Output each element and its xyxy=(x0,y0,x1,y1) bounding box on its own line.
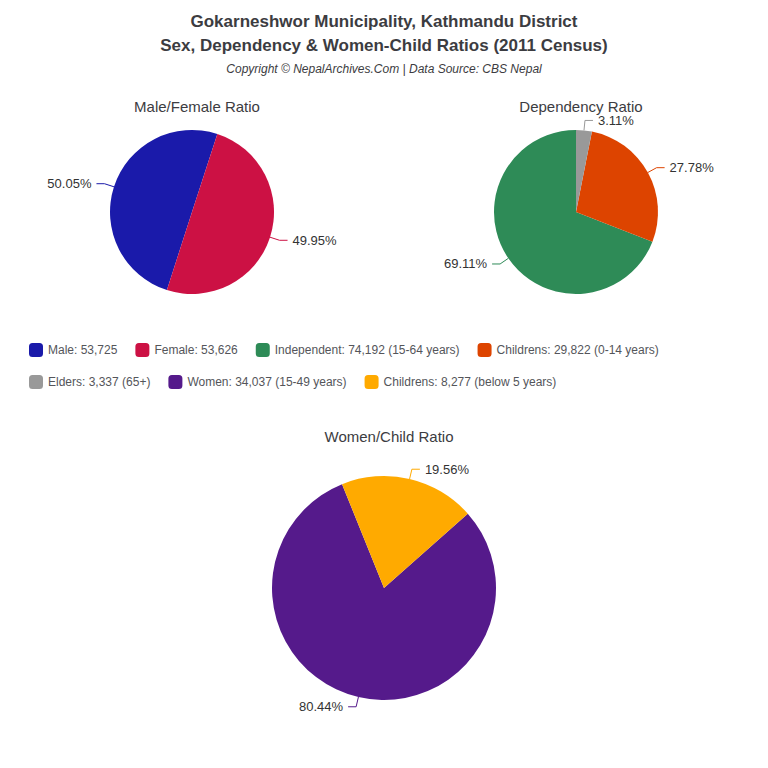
svg-text:27.78%: 27.78% xyxy=(670,160,715,175)
svg-text:Women: 34,037 (15-49 years): Women: 34,037 (15-49 years) xyxy=(187,375,346,389)
svg-text:Childrens: 29,822 (0-14 years): Childrens: 29,822 (0-14 years) xyxy=(497,343,659,357)
svg-text:69.11%: 69.11% xyxy=(444,256,488,271)
svg-text:Dependency Ratio: Dependency Ratio xyxy=(519,98,642,115)
svg-text:Gokarneshwor Municipality, Kat: Gokarneshwor Municipality, Kathmandu Dis… xyxy=(191,12,578,31)
svg-text:Male: 53,725: Male: 53,725 xyxy=(48,343,118,357)
svg-text:Copyright © NepalArchives.Com: Copyright © NepalArchives.Com | Data Sou… xyxy=(226,62,542,76)
svg-text:Women/Child Ratio: Women/Child Ratio xyxy=(325,428,454,445)
svg-text:Male/Female Ratio: Male/Female Ratio xyxy=(134,98,260,115)
svg-text:80.44%: 80.44% xyxy=(299,699,344,714)
svg-text:Female: 53,626: Female: 53,626 xyxy=(154,343,238,357)
svg-text:Sex, Dependency & Women-Child: Sex, Dependency & Women-Child Ratios (20… xyxy=(160,36,607,55)
svg-text:50.05%: 50.05% xyxy=(47,176,92,191)
svg-text:Elders: 3,337 (65+): Elders: 3,337 (65+) xyxy=(48,375,150,389)
svg-text:49.95%: 49.95% xyxy=(293,233,338,248)
svg-text:3.11%: 3.11% xyxy=(598,113,634,128)
svg-text:Childrens: 8,277 (below 5 year: Childrens: 8,277 (below 5 years) xyxy=(384,375,557,389)
svg-text:Independent: 74,192 (15-64 yea: Independent: 74,192 (15-64 years) xyxy=(275,343,460,357)
svg-text:19.56%: 19.56% xyxy=(425,462,470,477)
